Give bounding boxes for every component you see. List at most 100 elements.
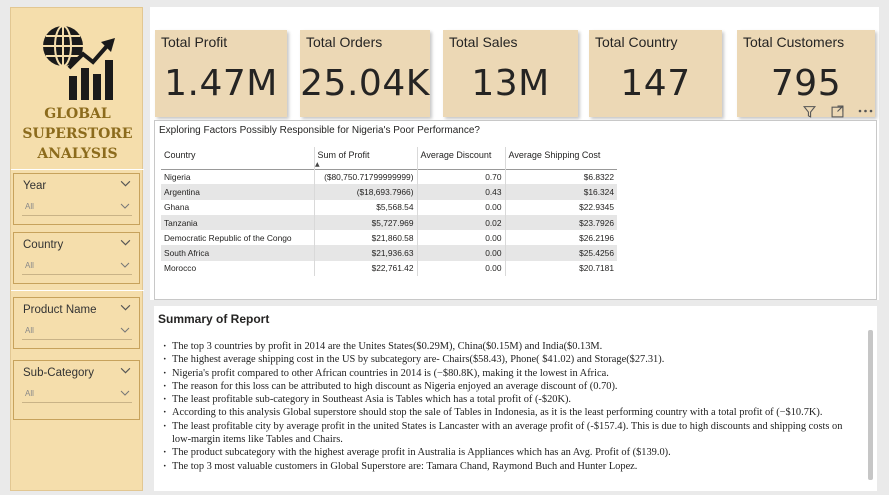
slicer-value: All [25, 202, 34, 211]
kpi-card-total-country[interactable]: Total Country 147 [589, 30, 722, 117]
chevron-down-icon[interactable] [120, 237, 131, 248]
kpi-card-total-customers[interactable]: Total Customers 795 [737, 30, 875, 117]
table-row[interactable]: Nigeria ($80,750.71799999999) 0.70 $6.83… [161, 169, 617, 185]
cell-average-shipping-cost: $26.2196 [579, 232, 614, 243]
summary-item: The least profitable city by average pro… [162, 420, 862, 447]
cell-sum-of-profit: $5,568.54 [314, 199, 418, 215]
table-row[interactable]: Ghana $5,568.54 0.00 $22.9345 [161, 199, 617, 215]
more-options-icon[interactable] [856, 102, 874, 120]
slicer-title: Country [23, 239, 64, 251]
brand-line-3: ANALYSIS [37, 146, 118, 162]
slicer-country[interactable]: Country All [13, 232, 140, 284]
sort-ascending-icon: ▲ [315, 161, 320, 168]
column-header-sum-of-profit[interactable]: Sum of Profit [314, 147, 418, 169]
kpi-title: Total Sales [449, 34, 518, 50]
table-row[interactable]: Morocco $22,761.42 0.00 $20.7181 [161, 260, 617, 277]
profit-table: Country Sum of Profit Average Discount A… [161, 147, 617, 277]
table-row[interactable]: Argentina ($18,693.7966) 0.43 $16.324 [161, 184, 617, 200]
cell-sum-of-profit: $21,860.58 [314, 230, 418, 246]
slicer-title: Sub-Category [23, 367, 94, 379]
kpi-card-total-profit[interactable]: Total Profit 1.47M [155, 30, 287, 117]
slicer-sub-category[interactable]: Sub-Category All [13, 360, 140, 420]
summary-item: The reason for this loss can be attribut… [162, 380, 862, 394]
table-title: Exploring Factors Possibly Responsible f… [159, 125, 480, 136]
slicer-dropdown[interactable]: All [22, 386, 132, 403]
cell-average-shipping-cost: $20.7181 [579, 263, 614, 274]
cell-country: Tanzania [161, 214, 315, 231]
chevron-down-icon [120, 262, 130, 268]
slicer-value: All [25, 261, 34, 270]
kpi-value: 147 [620, 63, 691, 104]
cell-average-discount: 0.00 [417, 260, 506, 277]
chevron-down-icon [120, 203, 130, 209]
cell-country: Argentina [161, 184, 315, 200]
cell-average-discount: 0.02 [417, 214, 506, 231]
summary-card: Summary of Report The top 3 countries by… [154, 306, 877, 491]
kpi-title: Total Country [595, 34, 678, 50]
kpi-value: 1.47M [164, 63, 278, 104]
slicer-title: Product Name [23, 304, 97, 316]
summary-item: Nigeria's profit compared to other Afric… [162, 367, 862, 381]
cell-average-shipping-cost: $6.8322 [583, 171, 614, 182]
kpi-card-total-orders[interactable]: Total Orders 25.04K [300, 30, 430, 117]
cell-sum-of-profit: ($80,750.71799999999) [314, 169, 418, 185]
slicer-value: All [25, 326, 34, 335]
cell-country: Ghana [161, 199, 315, 215]
visual-header-toolbar [798, 102, 876, 120]
cell-sum-of-profit: $5,727.969 [314, 214, 418, 231]
kpi-title: Total Orders [306, 34, 383, 50]
cell-sum-of-profit: $22,761.42 [314, 260, 418, 277]
chevron-down-icon[interactable] [120, 302, 131, 313]
slicer-year[interactable]: Year All [13, 173, 140, 225]
cell-country: Morocco [161, 260, 315, 277]
slicer-value: All [25, 389, 34, 398]
column-header-country[interactable]: Country [161, 147, 315, 169]
filter-icon[interactable] [800, 102, 818, 120]
cell-country: South Africa [161, 245, 315, 261]
chevron-down-icon [120, 327, 130, 333]
summary-item: According to this analysis Global supers… [162, 406, 862, 420]
slicer-title: Year [23, 180, 47, 192]
cell-average-shipping-cost: $16.324 [505, 184, 617, 200]
chevron-down-icon[interactable] [120, 178, 131, 189]
kpi-value: 13M [471, 63, 550, 104]
summary-scrollbar[interactable] [868, 330, 873, 480]
kpi-card-total-sales[interactable]: Total Sales 13M [443, 30, 578, 117]
kpi-value: 25.04K [300, 63, 430, 104]
column-header-average-discount[interactable]: Average Discount [417, 147, 506, 169]
table-row[interactable]: South Africa $21,936.63 0.00 $25.4256 [161, 245, 617, 261]
summary-title: Summary of Report [158, 312, 270, 326]
profit-table-card: Exploring Factors Possibly Responsible f… [154, 120, 877, 300]
slicer-product-name[interactable]: Product Name All [13, 297, 140, 349]
focus-mode-icon[interactable] [828, 102, 846, 120]
summary-item: The least profitable sub-category in Sou… [162, 393, 862, 407]
brand-line-1: GLOBAL [44, 106, 111, 122]
divider [11, 169, 144, 170]
kpi-title: Total Profit [161, 34, 228, 50]
kpi-title: Total Customers [743, 34, 845, 50]
summary-item: The top 3 most valuable customers in Glo… [162, 460, 862, 474]
table-row[interactable]: Tanzania $5,727.969 0.02 $23.7926 [161, 214, 617, 231]
slicer-dropdown[interactable]: All [22, 199, 132, 216]
brand-line-2: SUPERSTORE [22, 126, 133, 142]
chevron-down-icon[interactable] [120, 365, 131, 376]
cell-average-discount: 0.00 [417, 245, 506, 261]
summary-list: The top 3 countries by profit in 2014 ar… [162, 340, 862, 473]
brand-title: GLOBAL SUPERSTORE ANALYSIS [11, 104, 144, 164]
slicer-dropdown[interactable]: All [22, 258, 132, 275]
cell-sum-of-profit: $21,936.63 [314, 245, 418, 261]
cell-average-discount: 0.43 [417, 184, 506, 200]
cell-average-shipping-cost: $25.4256 [505, 245, 617, 261]
table-row[interactable]: Democratic Republic of the Congo $21,860… [161, 230, 617, 246]
globe-growth-chart-icon [43, 25, 115, 100]
cell-country: Nigeria [161, 169, 315, 185]
summary-item: The top 3 countries by profit in 2014 ar… [162, 340, 862, 354]
cell-average-shipping-cost: $23.7926 [505, 214, 617, 231]
divider [11, 290, 144, 291]
sidebar: GLOBAL SUPERSTORE ANALYSIS Year All Coun… [10, 7, 144, 491]
cell-average-discount: 0.00 [417, 230, 506, 246]
column-header-average-shipping-cost[interactable]: Average Shipping Cost [508, 150, 601, 160]
cell-country: Democratic Republic of the Congo [161, 230, 315, 246]
slicer-dropdown[interactable]: All [22, 323, 132, 340]
